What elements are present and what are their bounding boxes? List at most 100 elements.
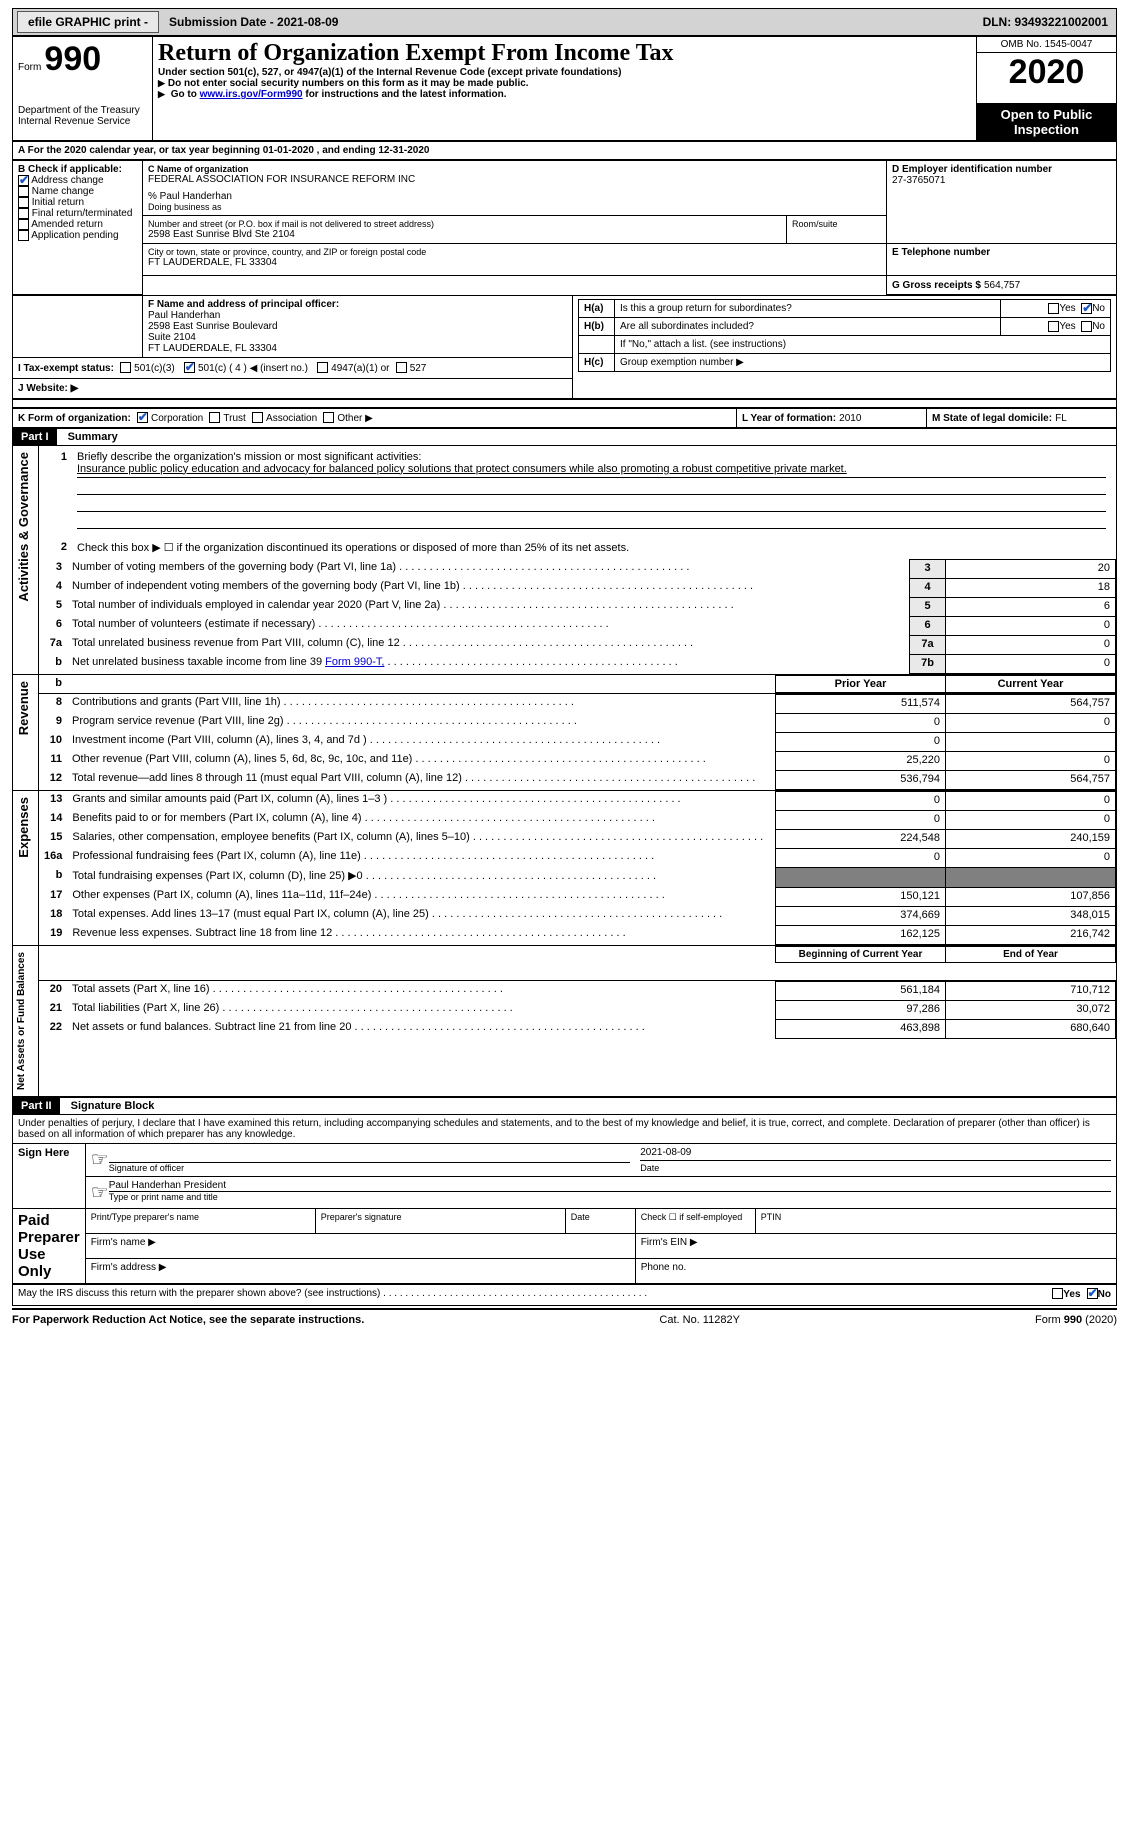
officer-name: Paul Handerhan (148, 310, 567, 321)
percent-name: % Paul Handerhan (148, 191, 881, 202)
row-15: 15 Salaries, other compensation, employe… (39, 829, 1116, 848)
ha-yes-checkbox[interactable] (1048, 303, 1059, 314)
summary-row-6: 6 Total number of volunteers (estimate i… (39, 616, 1116, 635)
box-b-label: B Check if applicable: (18, 164, 137, 175)
row-10: 10 Investment income (Part VIII, column … (39, 732, 1116, 751)
k-trust-checkbox[interactable] (209, 412, 220, 423)
row-l-label: L Year of formation: (742, 413, 836, 424)
boxb-check-0[interactable] (18, 175, 29, 186)
i-4947-checkbox[interactable] (317, 362, 328, 373)
l1-mission: Insurance public policy education and ad… (77, 463, 847, 475)
ha-no-checkbox[interactable] (1081, 303, 1092, 314)
k-corp-checkbox[interactable] (137, 412, 148, 423)
efile-print-button[interactable]: efile GRAPHIC print - (17, 11, 159, 33)
box-g-label: G Gross receipts $ (892, 280, 981, 291)
typed-name: Paul Handerhan President (109, 1180, 1111, 1192)
link-990t[interactable]: Form 990-T, (325, 656, 384, 668)
hb-yes-checkbox[interactable] (1048, 321, 1059, 332)
sig-date-label: Date (640, 1163, 1111, 1173)
row-18: 18 Total expenses. Add lines 13–17 (must… (39, 906, 1116, 925)
prep-h1: Print/Type preparer's name (85, 1208, 315, 1233)
prep-h2: Preparer's signature (315, 1208, 565, 1233)
hdr-boy: Beginning of Current Year (776, 946, 946, 962)
row-b: b Total fundraising expenses (Part IX, c… (39, 867, 1116, 887)
street-label: Number and street (or P.O. box if mail i… (148, 219, 781, 229)
row-12: 12 Total revenue—add lines 8 through 11 … (39, 770, 1116, 789)
boxb-label-4: Amended return (31, 219, 103, 230)
h-note: If "No," attach a list. (see instruction… (615, 335, 1111, 353)
part2-title: Signature Block (63, 1100, 155, 1112)
vlabel-netassets: Net Assets or Fund Balances (14, 946, 38, 1096)
boxb-check-4[interactable] (18, 219, 29, 230)
part2-bar: Part II (13, 1098, 60, 1114)
discuss-yes-checkbox[interactable] (1052, 1288, 1063, 1299)
org-name: FEDERAL ASSOCIATION FOR INSURANCE REFORM… (148, 174, 881, 185)
i-501c3-checkbox[interactable] (120, 362, 131, 373)
period-a: A For the 2020 calendar year, or tax yea… (13, 141, 1117, 159)
officer-addr2: Suite 2104 (148, 332, 567, 343)
l1-label: Briefly describe the organization's miss… (77, 451, 421, 463)
prep-h3: Date (565, 1208, 635, 1233)
summary-row-7b: b Net unrelated business taxable income … (39, 654, 1116, 673)
dba-label: Doing business as (148, 202, 881, 212)
row-20: 20 Total assets (Part X, line 16) 561,18… (39, 981, 1116, 1000)
discuss-q: May the IRS discuss this return with the… (18, 1288, 380, 1299)
i-501c-checkbox[interactable] (184, 362, 195, 373)
boxb-check-2[interactable] (18, 197, 29, 208)
boxb-check-1[interactable] (18, 186, 29, 197)
open-inspection: Open to Public Inspection (977, 103, 1117, 140)
k-other-checkbox[interactable] (323, 412, 334, 423)
summary-row-4: 4 Number of independent voting members o… (39, 578, 1116, 597)
hdr-eoy: End of Year (946, 946, 1116, 962)
note-goto-pre: Go to (171, 89, 200, 100)
part1-bar: Part I (13, 429, 57, 445)
note-ssn: Do not enter social security numbers on … (168, 78, 529, 89)
boxb-check-5[interactable] (18, 230, 29, 241)
form-subtitle: Under section 501(c), 527, or 4947(a)(1)… (158, 67, 971, 78)
hb-label: Are all subordinates included? (615, 317, 1001, 335)
firm-ein: Firm's EIN ▶ (635, 1233, 1116, 1258)
form-header: Form 990 Department of the Treasury Inte… (12, 36, 1117, 141)
row-21: 21 Total liabilities (Part X, line 26) 9… (39, 1000, 1116, 1019)
row-11: 11 Other revenue (Part VIII, column (A),… (39, 751, 1116, 770)
ha-label: Is this a group return for subordinates? (615, 299, 1001, 317)
prep-h5: PTIN (755, 1208, 1116, 1233)
hdr-prior: Prior Year (776, 675, 946, 692)
form990-link[interactable]: www.irs.gov/Form990 (200, 89, 303, 100)
row-13: 13 Grants and similar amounts paid (Part… (39, 791, 1116, 810)
row-9: 9 Program service revenue (Part VIII, li… (39, 713, 1116, 732)
k-assoc-checkbox[interactable] (252, 412, 263, 423)
year-formation: 2010 (839, 413, 861, 424)
row-19: 19 Revenue less expenses. Subtract line … (39, 925, 1116, 944)
boxb-label-5: Application pending (31, 230, 118, 241)
summary-row-7a: 7a Total unrelated business revenue from… (39, 635, 1116, 654)
gross-receipts: 564,757 (984, 280, 1020, 291)
firm-addr: Firm's address ▶ (85, 1258, 635, 1283)
boxb-label-0: Address change (31, 175, 103, 186)
form-title: Return of Organization Exempt From Incom… (158, 40, 971, 67)
form-label: Form (18, 62, 41, 73)
footer-right: Form 990 (2020) (1035, 1314, 1117, 1326)
row-k-label: K Form of organization: (18, 413, 131, 424)
row-14: 14 Benefits paid to or for members (Part… (39, 810, 1116, 829)
discuss-no-checkbox[interactable] (1087, 1288, 1098, 1299)
city: FT LAUDERDALE, FL 33304 (148, 257, 881, 268)
hb-no-checkbox[interactable] (1081, 321, 1092, 332)
row-16a: 16a Professional fundraising fees (Part … (39, 848, 1116, 867)
prep-h4: Check ☐ if self-employed (635, 1208, 755, 1233)
sig-officer-label: Signature of officer (109, 1163, 631, 1173)
row-j-label: J Website: ▶ (13, 378, 572, 398)
i-527-checkbox[interactable] (396, 362, 407, 373)
box-d-label: D Employer identification number (892, 164, 1111, 175)
sig-date-val: 2021-08-09 (640, 1147, 1111, 1158)
paid-preparer: Paid Preparer Use Only (13, 1208, 86, 1283)
dept-treasury: Department of the Treasury Internal Reve… (18, 105, 147, 127)
row-22: 22 Net assets or fund balances. Subtract… (39, 1019, 1116, 1038)
firm-phone: Phone no. (635, 1258, 1116, 1283)
sign-here: Sign Here (13, 1143, 86, 1208)
row-8: 8 Contributions and grants (Part VIII, l… (39, 694, 1116, 713)
typed-label: Type or print name and title (109, 1192, 1111, 1202)
form-number: 990 (44, 40, 101, 78)
boxb-check-3[interactable] (18, 208, 29, 219)
tax-year: 2020 (977, 53, 1116, 92)
